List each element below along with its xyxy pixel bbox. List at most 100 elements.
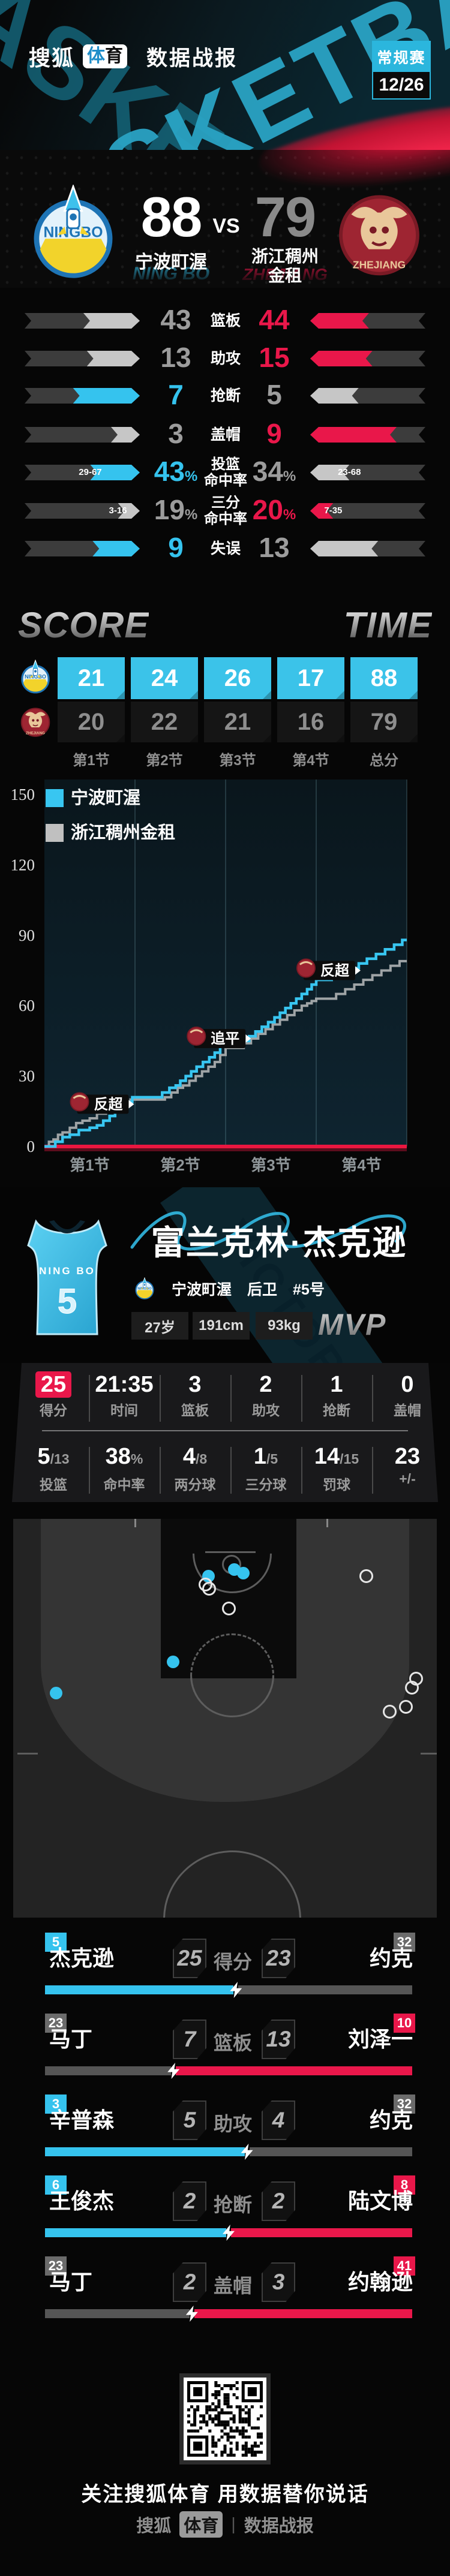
page-title: 数据战报 [146,46,238,70]
sports-badge-char: 体 [87,46,106,66]
comparison-row: 23 马丁 41 约翰逊 2 盖帽 3 [0,2256,450,2331]
svg-text:反超: 反超 [94,1097,123,1113]
away-stat-value: 15 [259,342,290,373]
footer-logo-row: 搜狐 体育 | 数据战报 [0,2511,450,2538]
cell-fold [409,734,418,742]
lightning-divider [167,2063,180,2079]
player-stat-label: 抢断 [323,1403,350,1418]
quarter-column-label: 第2节 [146,753,183,769]
bar-fill [83,313,140,329]
stat-label: 失误 [210,540,241,557]
quarter-score-cell: 22 [131,702,198,742]
player-stat-cell: 14/15 罚球 [301,1443,372,1494]
player-stat-value: 21:35 [95,1372,154,1397]
quarter-score-cell: 21 [204,702,271,742]
lightning-divider [223,2225,235,2241]
score-word: SCORE [18,605,149,645]
column-divider [160,1375,161,1422]
home-stat-value: 43% [154,456,198,487]
comparison-label: 助攻 [213,2113,252,2135]
stat-label: 助攻 [210,350,241,367]
left-player-name: 辛普森 [49,2108,115,2132]
player-stat-label: 投篮 [40,1477,67,1492]
left-player-name: 杰克逊 [49,1946,115,1970]
quarter-score-cell: 79 [350,702,418,742]
comparison-bar [45,2144,412,2160]
player-stats-panel: 25 得分 21:35 时间 3 篮板 2 助攻 1 抢断 0 盖帽 5/13 投篮 38% 命中率 4/8 两分… [12,1363,438,1502]
stat-label: 盖帽 [210,426,241,443]
right-player-name: 约克 [369,2108,413,2132]
player-name: 富兰克林·杰克逊 [151,1224,407,1262]
right-value-box: 23 [262,1939,295,1978]
svg-text:反超: 反超 [320,963,350,979]
player-stat-label: 两分球 [174,1477,216,1492]
home-stat-bar [25,351,140,366]
lane-tick [134,1519,136,1527]
cell-fold [336,691,344,699]
column-divider [372,1447,373,1494]
right-bar-segment [249,2147,412,2156]
sideline-mark [421,1753,437,1755]
quarter-score-cell: 26 [204,657,271,699]
comparison-row: 5 杰克逊 32 约克 25 得分 23 [0,1933,450,2008]
home-stat-bar [25,313,140,329]
home-stat-bar: 29-67 [25,465,140,480]
svg-text:ZHEJIANG: ZHEJIANG [26,732,45,736]
player-stat-label: 时间 [110,1403,138,1418]
svg-text:ZHEJIANG: ZHEJIANG [353,259,406,271]
away-stat-bar [310,427,425,443]
player-stat-label: +/- [399,1471,416,1486]
sohu-logo-footer: 搜狐 [136,2517,172,2536]
sports-badge-footer: 体育 [179,2511,223,2538]
player-stat-cell: 2 助攻 [230,1371,301,1419]
svg-text:第4节: 第4节 [341,1156,381,1174]
player-stat-value: 5/13 [37,1444,70,1469]
right-bar-segment [231,2228,412,2237]
made-shot-dot [167,1656,179,1668]
bar-fill [310,388,359,404]
quarter-score-cell: 24 [131,657,198,699]
player-stat-value: 1 [330,1372,343,1397]
left-bar-segment [45,1985,234,1994]
comparison-bar [45,2063,412,2079]
svg-text:第3节: 第3节 [251,1156,290,1174]
right-player-badge: 41 [394,2256,415,2276]
left-player-badge: 23 [45,2256,67,2276]
svg-text:90: 90 [19,926,35,944]
right-bar-segment [176,2066,412,2075]
quarter-column-label: 第1节 [73,753,110,769]
player-stat-value: 14/15 [314,1444,359,1469]
svg-text:追平: 追平 [211,1030,239,1047]
right-player-badge: 32 [394,2094,415,2114]
left-value-box: 25 [173,1939,206,1978]
player-height: 191cm [193,1312,250,1340]
qr-code [184,2378,266,2460]
bar-fill [87,351,140,366]
player-stat-label: 命中率 [103,1477,145,1492]
player-stat-value: 4/8 [182,1444,208,1469]
made-shot-dot [50,1687,62,1699]
player-stat-cell: 5/13 投篮 [18,1443,89,1494]
home-team-mini-logo: NINGBO [133,1277,156,1300]
left-player-badge: 5 [45,1933,67,1952]
quarter-column-label: 总分 [370,753,398,769]
player-stat-value: 1/5 [253,1444,278,1469]
player-stat-value: 38% [105,1444,143,1469]
left-player-badge: 23 [45,2014,67,2033]
home-stat-value: 7 [168,379,184,410]
home-stat-bar [25,427,140,443]
right-player-name: 陆文博 [347,2189,413,2213]
away-team-name: 金租 [268,266,302,285]
player-number: #5号 [293,1281,325,1298]
lightning-divider [230,1982,242,1998]
svg-text:0: 0 [27,1137,35,1155]
missed-shot-dot [359,1569,373,1583]
svg-text:浙江稠州金租: 浙江稠州金租 [71,822,175,842]
quarter-score-cell: 21 [58,657,125,699]
missed-shot-dot [202,1582,216,1596]
qr-frame [179,2373,271,2464]
svg-text:5: 5 [58,1282,77,1321]
comparison-bar [45,2306,412,2322]
away-stat-value: 34% [252,456,296,487]
left-bar-segment [45,2147,245,2156]
